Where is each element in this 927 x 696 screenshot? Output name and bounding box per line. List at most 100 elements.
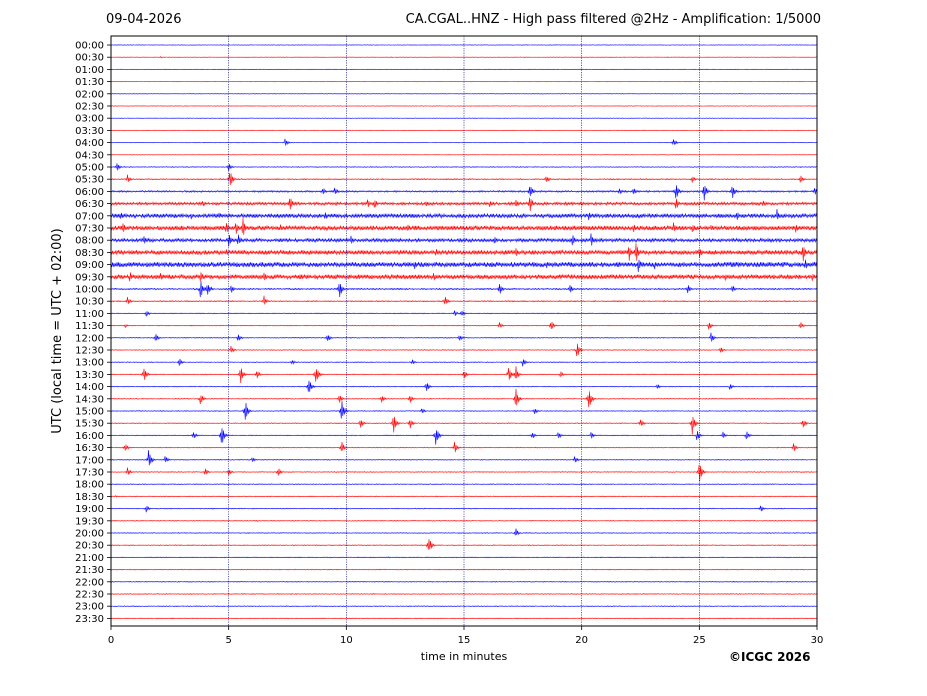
trace-row-0000 [110,44,817,46]
x-tick-label: 15 [458,635,471,646]
y-tick-label: 15:00 [75,407,104,418]
y-tick-label: 20:00 [75,529,104,540]
trace-row-0300 [110,117,817,119]
y-tick-label: 05:30 [75,175,104,186]
trace-row-1500 [110,401,817,420]
trace-row-1600 [110,428,817,445]
y-tick-label: 15:30 [75,419,104,430]
y-tick-label: 10:30 [75,297,104,308]
y-tick-label: 08:30 [75,248,104,259]
y-tick-label: 23:30 [75,614,104,625]
y-tick-label: 07:30 [75,224,104,235]
trace-row-0700 [110,208,818,221]
trace-row-1700 [110,450,817,466]
y-tick-label: 22:00 [75,577,104,588]
y-tick-label: 07:00 [75,211,104,222]
trace-row-0730 [110,218,818,235]
trace-row-1230 [110,343,817,356]
trace-row-1200 [110,332,817,342]
trace-row-1630 [110,441,817,453]
trace-row-0500 [110,163,817,172]
y-tick-label: 02:00 [75,89,104,100]
y-tick-label: 03:30 [75,126,104,137]
trace-row-0400 [110,138,817,146]
y-tick-label: 13:30 [75,370,104,381]
plot-date: 09-04-2026 [106,12,182,27]
y-tick-label: 18:00 [75,480,104,491]
trace-row-1400 [110,380,817,392]
y-tick-label: 04:00 [75,138,104,149]
trace-row-1300 [110,358,817,367]
trace-row-1030 [110,295,817,305]
y-tick-label: 09:30 [75,272,104,283]
x-tick-label: 5 [225,635,231,646]
trace-row-0830 [110,243,818,262]
y-tick-label: 23:00 [75,602,104,613]
trace-row-2000 [110,528,817,536]
y-tick-label: 16:30 [75,443,104,454]
y-tick-label: 21:30 [75,565,104,576]
y-tick-label: 14:00 [75,382,104,393]
y-tick-label: 03:00 [75,114,104,125]
y-tick-label: 11:00 [75,309,104,320]
y-tick-label: 21:00 [75,553,104,564]
trace-row-1430 [110,388,817,408]
trace-row-0030 [110,56,817,59]
y-tick-label: 19:30 [75,516,104,527]
vertical-grid-lines [228,36,700,626]
y-tick-label: 17:00 [75,455,104,466]
trace-row-0230 [110,105,817,107]
y-tick-label: 06:00 [75,187,104,198]
trace-row-2130 [110,568,817,571]
trace-row-0800 [110,233,818,247]
x-tick-label: 30 [811,635,824,646]
y-tick-label: 20:30 [75,541,104,552]
trace-row-0930 [110,272,818,282]
x-tick-label: 20 [575,635,588,646]
trace-row-2330 [110,617,817,620]
trace-row-0600 [110,185,818,201]
trace-row-2230 [110,592,817,595]
trace-row-0330 [110,129,817,132]
trace-row-1000 [110,281,817,298]
trace-row-1930 [110,519,817,522]
y-tick-label: 12:30 [75,346,104,357]
trace-row-0130 [110,80,817,83]
trace-row-0200 [110,93,817,95]
copyright-notice: ©ICGC 2026 [729,650,811,664]
trace-row-0630 [110,197,818,211]
y-tick-label: 11:30 [75,321,104,332]
y-tick-label: 12:00 [75,333,104,344]
x-tick-label: 25 [693,635,706,646]
y-tick-label: 08:00 [75,236,104,247]
trace-row-0530 [110,173,817,186]
trace-row-2200 [110,580,817,583]
trace-row-0430 [110,154,817,156]
trace-row-1830 [110,495,817,498]
x-tick-label: 10 [340,635,353,646]
x-axis-label: time in minutes [421,650,508,663]
y-tick-label: 10:00 [75,285,104,296]
x-tick-label: 0 [108,635,114,646]
trace-row-2030 [110,539,817,550]
y-tick-label: 22:30 [75,590,104,601]
trace-row-0100 [110,68,817,71]
trace-row-1730 [110,465,817,482]
y-tick-label: 17:30 [75,468,104,479]
trace-layer [110,44,818,620]
y-tick-label: 09:00 [75,260,104,271]
trace-row-1530 [110,416,817,435]
y-tick-label: 19:00 [75,504,104,515]
y-axis-label: UTC (local time = UTC + 02:00) [50,228,65,433]
y-tick-label: 14:30 [75,394,104,405]
y-tick-label: 16:00 [75,431,104,442]
trace-row-1900 [110,505,817,513]
y-tick-label: 00:00 [75,41,104,52]
y-tick-label: 04:30 [75,150,104,161]
y-tick-label: 18:30 [75,492,104,503]
trace-row-1100 [110,310,817,317]
y-tick-label: 00:30 [75,53,104,64]
trace-row-1130 [110,321,817,330]
